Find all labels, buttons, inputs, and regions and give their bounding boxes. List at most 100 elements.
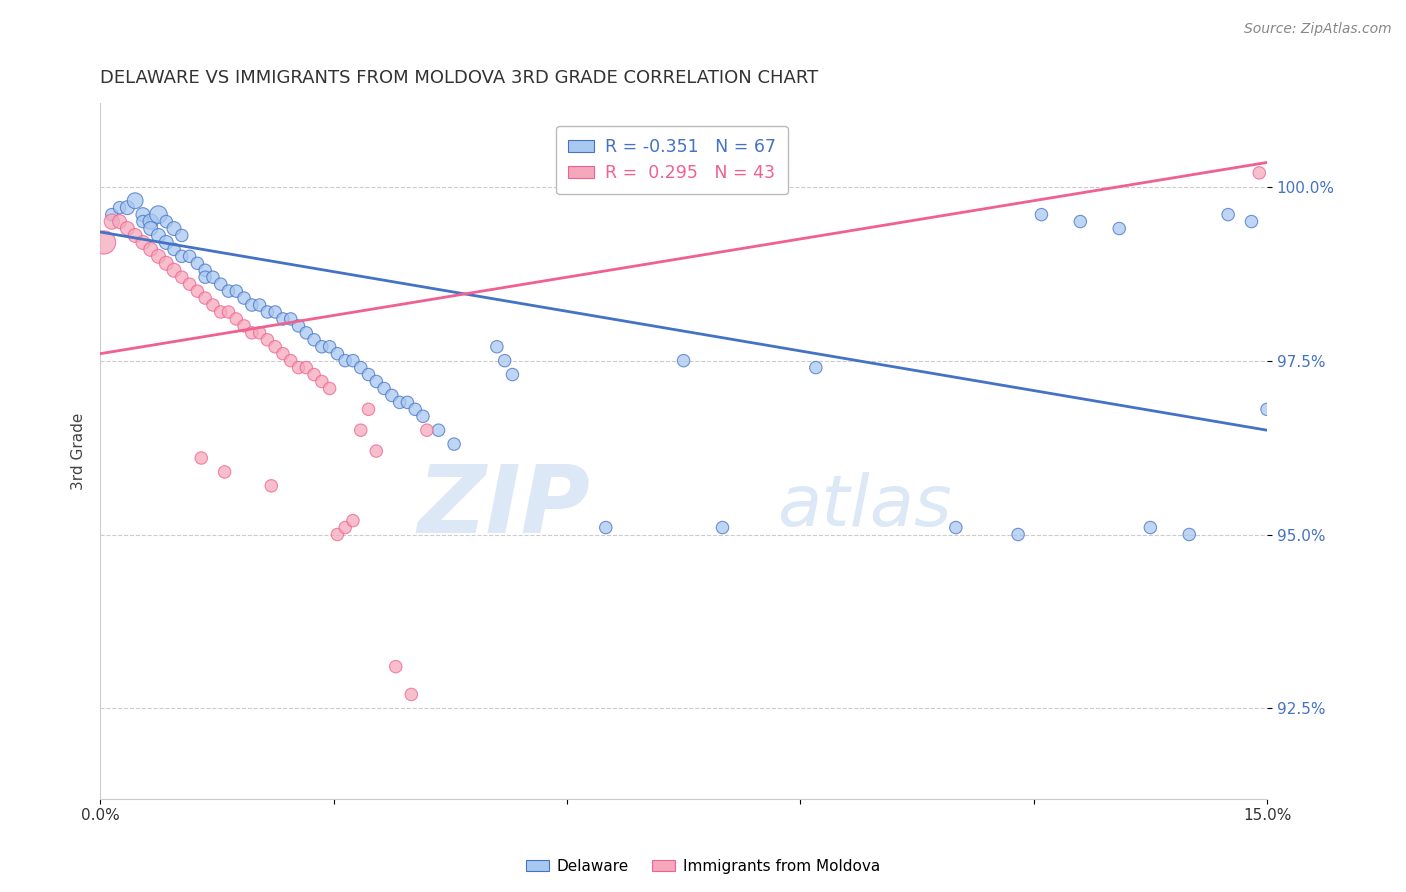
Point [260,479,283,493]
Point [342,353,364,368]
Point [163,263,186,277]
Text: Source: ZipAtlas.com: Source: ZipAtlas.com [1244,22,1392,37]
Point [194,270,217,285]
Point [326,527,349,541]
Point [249,326,271,340]
Point [350,360,373,375]
Point [295,326,318,340]
Point [170,249,193,263]
Point [179,249,201,263]
Point [318,382,340,396]
Point [214,465,236,479]
Point [404,402,426,417]
Point [366,375,388,389]
Point [335,520,357,534]
Point [148,228,170,243]
Point [148,249,170,263]
Point [357,402,380,417]
Point [396,395,419,409]
Point [280,312,302,326]
Point [155,235,177,250]
Point [233,318,256,333]
Point [240,326,263,340]
Text: ZIP: ZIP [418,460,591,553]
Point [264,340,287,354]
Point [443,437,465,451]
Point [209,277,232,292]
Point [117,221,139,235]
Point [1240,214,1263,228]
Point [170,270,193,285]
Point [302,333,325,347]
Point [132,235,155,250]
Point [366,444,388,458]
Point [1249,166,1271,180]
Point [194,263,217,277]
Point [186,284,208,298]
Point [271,347,294,361]
Point [93,235,115,250]
Legend: R = -0.351   N = 67, R =  0.295   N = 43: R = -0.351 N = 67, R = 0.295 N = 43 [555,126,787,194]
Point [1108,221,1130,235]
Point [132,214,155,228]
Point [384,659,406,673]
Point [494,353,516,368]
Point [1031,208,1053,222]
Point [218,305,240,319]
Point [139,221,162,235]
Point [194,291,217,305]
Point [139,214,162,228]
Point [201,270,224,285]
Point [101,208,124,222]
Point [170,228,193,243]
Text: atlas: atlas [778,472,952,541]
Point [412,409,434,424]
Point [209,305,232,319]
Point [186,256,208,270]
Point [311,375,333,389]
Point [1139,520,1161,534]
Point [1007,527,1029,541]
Point [485,340,508,354]
Point [256,333,278,347]
Point [804,360,827,375]
Point [416,423,439,437]
Point [381,388,404,402]
Point [201,298,224,312]
Point [1256,402,1278,417]
Point [357,368,380,382]
Point [287,360,309,375]
Point [233,291,256,305]
Point [256,305,278,319]
Point [501,368,523,382]
Point [271,312,294,326]
Legend: Delaware, Immigrants from Moldova: Delaware, Immigrants from Moldova [520,853,886,880]
Point [155,256,177,270]
Point [280,353,302,368]
Point [945,520,967,534]
Point [124,228,146,243]
Point [373,382,395,396]
Point [155,214,177,228]
Point [287,318,309,333]
Point [350,423,373,437]
Point [335,353,357,368]
Point [326,347,349,361]
Point [311,340,333,354]
Y-axis label: 3rd Grade: 3rd Grade [72,412,86,490]
Point [108,214,131,228]
Point [388,395,411,409]
Point [218,284,240,298]
Text: DELAWARE VS IMMIGRANTS FROM MOLDOVA 3RD GRADE CORRELATION CHART: DELAWARE VS IMMIGRANTS FROM MOLDOVA 3RD … [100,69,818,87]
Point [711,520,734,534]
Point [342,514,364,528]
Point [132,208,155,222]
Point [101,214,124,228]
Point [163,221,186,235]
Point [401,688,423,702]
Point [179,277,201,292]
Point [1069,214,1091,228]
Point [190,450,212,465]
Point [124,194,146,208]
Point [427,423,450,437]
